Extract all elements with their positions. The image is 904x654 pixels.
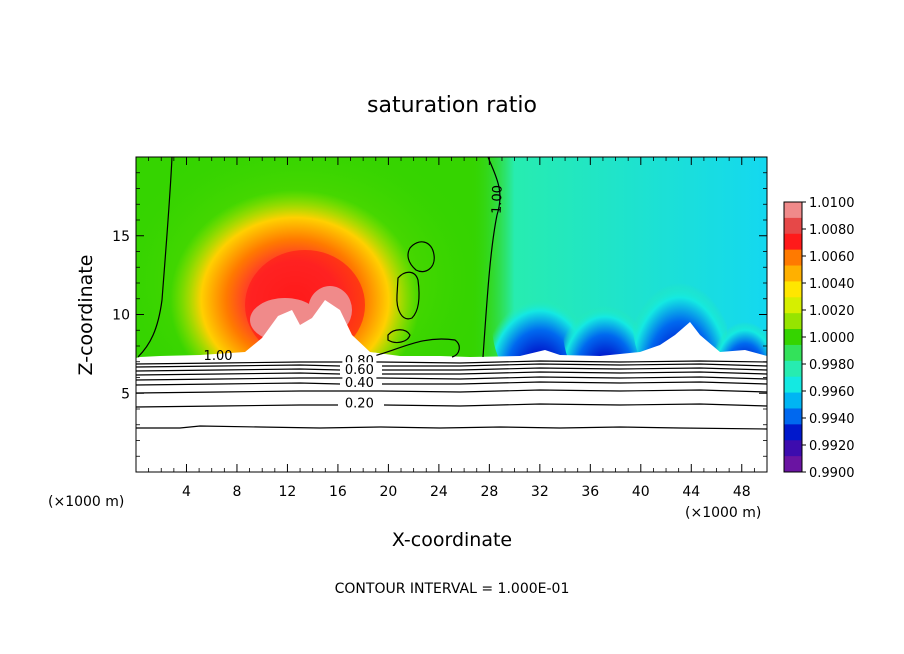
colorbar-label: 0.9920 xyxy=(809,439,855,454)
x-tick-label: 20 xyxy=(379,484,397,500)
contour-label: 1.00 xyxy=(204,349,233,364)
x-tick-label: 8 xyxy=(232,484,241,500)
contour-island-2 xyxy=(396,271,420,320)
contour-1-00-center xyxy=(369,338,460,358)
colorbar-swatch xyxy=(784,360,802,378)
x-axis: 4 8 12 16 20 24 28 32 36 40 44 48 xyxy=(148,157,755,500)
colorbar-swatch xyxy=(784,376,802,394)
contour-label-bg xyxy=(342,374,377,386)
x-tick-label: 48 xyxy=(733,484,751,500)
contour-island-3 xyxy=(387,329,411,344)
colorbar-label: 0.9940 xyxy=(809,412,855,427)
colorbar-label: 0.9960 xyxy=(809,385,855,400)
colorbar: 1.0100 1.0080 1.0060 1.0040 1.0020 1.0000 0.99… xyxy=(783,196,855,481)
contour-label: 0.40 xyxy=(345,376,374,391)
contour-lines xyxy=(136,157,767,430)
contour-0-50 xyxy=(136,376,767,381)
x-tick-label: 28 xyxy=(480,484,498,500)
colorbar-swatch xyxy=(784,313,802,330)
plot-area xyxy=(136,157,767,472)
terrain-mask xyxy=(136,300,767,472)
contour-label-bg xyxy=(342,395,377,407)
contour-island-1 xyxy=(407,241,435,273)
contour-0-80 xyxy=(136,363,767,368)
colorbar-label: 1.0040 xyxy=(809,277,855,292)
contour-1-00-east xyxy=(482,157,501,358)
x-axis-label: X-coordinate xyxy=(392,529,512,551)
x-unit-right: (×1000 m) xyxy=(685,505,761,521)
colorbar-swatch xyxy=(784,217,802,235)
contour-label: 0.20 xyxy=(345,396,374,411)
y-tick-label: 10 xyxy=(112,308,130,324)
colorbar-label: 1.0080 xyxy=(809,223,855,238)
x-tick-label: 24 xyxy=(430,484,448,500)
colorbar-label: 1.0020 xyxy=(809,304,855,319)
colorbar-swatch xyxy=(784,329,802,346)
x-tick-label: 4 xyxy=(182,484,191,500)
colorbar-swatch xyxy=(784,456,802,473)
contour-labels: 1.001.000.800.600.400.20 xyxy=(204,185,506,411)
colorbar-label: 1.0060 xyxy=(809,250,855,265)
contour-label-bg xyxy=(342,362,377,374)
contour-0-70 xyxy=(136,367,767,372)
x-tick-label: 12 xyxy=(279,484,297,500)
colorbar-swatch xyxy=(784,408,802,425)
colorbar-label: 0.9900 xyxy=(809,466,855,481)
contour-label-bg xyxy=(342,352,377,364)
colorbar-swatch xyxy=(784,392,802,409)
colorbar-swatch xyxy=(784,424,802,441)
chart-title: saturation ratio xyxy=(367,93,537,118)
x-tick-label: 40 xyxy=(632,484,650,500)
contour-0-10 xyxy=(136,425,767,430)
x-unit-left: (×1000 m) xyxy=(48,494,124,510)
contour-0-90 xyxy=(136,360,767,365)
x-tick-label: 36 xyxy=(581,484,599,500)
colorbar-label: 0.9980 xyxy=(809,358,855,373)
contour-interval-footer: CONTOUR INTERVAL = 1.000E-01 xyxy=(335,581,570,597)
colorbar-swatch xyxy=(784,281,802,298)
colorbar-swatch xyxy=(784,344,802,362)
contour-0-20 xyxy=(136,403,767,408)
x-tick-label: 16 xyxy=(329,484,347,500)
colorbar-swatch xyxy=(784,233,802,251)
colorbar-swatch xyxy=(784,265,802,282)
y-tick-label: 15 xyxy=(112,229,130,245)
colorbar-swatch xyxy=(784,249,802,267)
contour-0-30 xyxy=(136,389,767,394)
colorbar-label: 1.0100 xyxy=(809,196,855,211)
colorbar-swatch xyxy=(784,202,802,219)
contour-label: 0.60 xyxy=(345,363,374,378)
colorbar-label: 1.0000 xyxy=(809,331,855,346)
colorbar-swatch xyxy=(784,440,802,457)
contour-0-40 xyxy=(136,381,767,386)
y-axis: 5 10 15 xyxy=(112,172,767,457)
contour-label: 1.00 xyxy=(490,185,506,214)
contour-0-60 xyxy=(136,371,767,376)
x-tick-label: 44 xyxy=(682,484,700,500)
contour-1-00-west xyxy=(137,157,173,358)
y-tick-label: 5 xyxy=(121,386,130,402)
y-axis-label: Z-coordinate xyxy=(75,255,97,376)
x-tick-label: 32 xyxy=(531,484,549,500)
colorbar-swatch xyxy=(784,297,802,314)
